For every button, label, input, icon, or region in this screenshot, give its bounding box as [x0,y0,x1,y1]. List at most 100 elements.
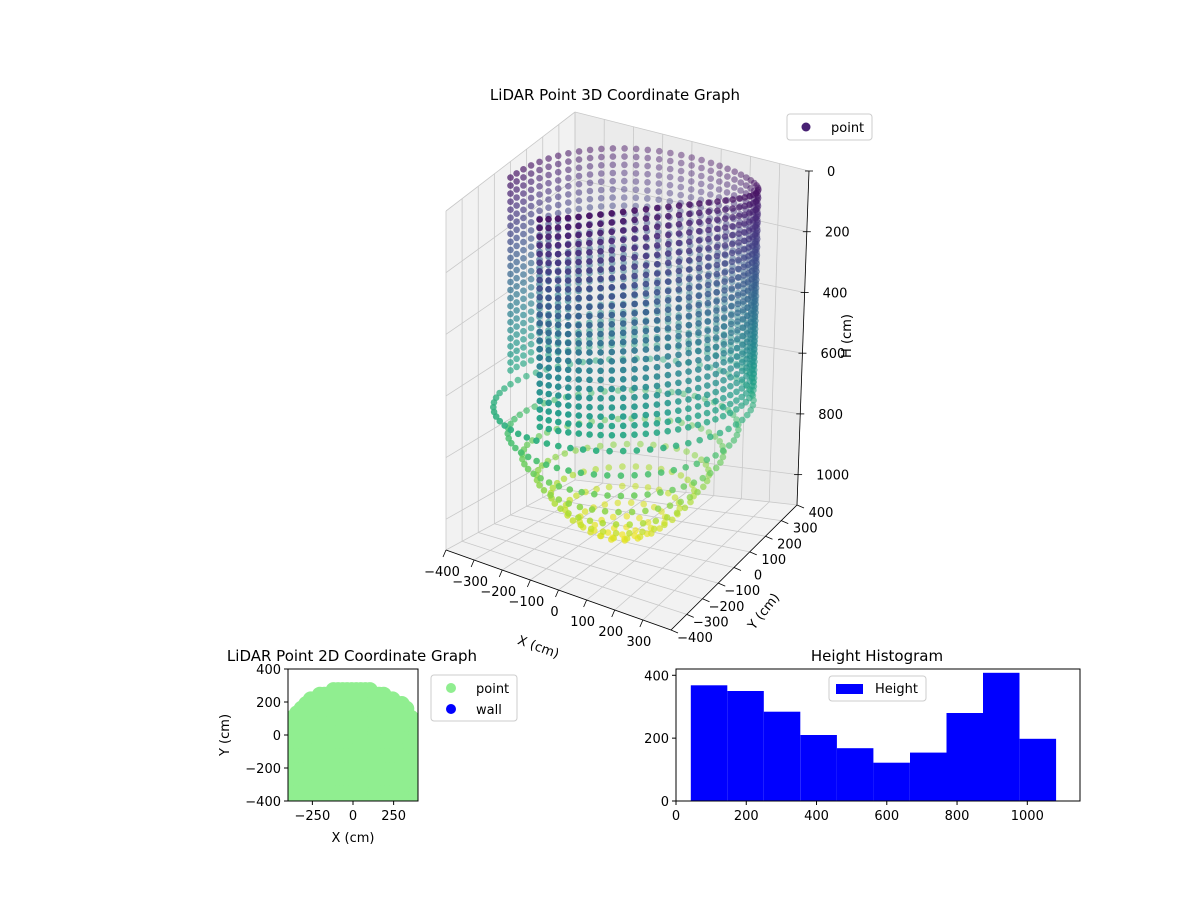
data-point [696,200,703,207]
legend-label-point-3d: point [831,121,864,136]
data-point [586,367,593,375]
z-axis-label-3d: H (cm) [840,314,855,358]
data-point [501,422,509,429]
data-point [687,186,695,193]
data-point [601,501,609,508]
data-point [520,182,527,189]
data-point [575,349,582,356]
data-point [728,303,735,310]
data-point [614,499,622,507]
data-point [565,510,572,517]
data-point [597,238,604,246]
data-point [631,394,638,401]
data-point [700,483,707,491]
data-point [644,162,651,170]
data-point [536,363,543,370]
data-point [685,359,692,366]
data-point [642,327,650,335]
data-point [664,297,672,304]
data-point [707,183,714,190]
data-point [545,224,552,232]
data-point [608,247,615,254]
data-point [545,425,553,433]
data-point [576,503,584,511]
data-point [664,409,672,416]
data-point [738,393,745,401]
data-point [520,287,527,295]
data-point [729,205,736,212]
data-point [575,205,583,213]
data-point [675,323,682,331]
data-point [678,151,685,159]
data-point [536,268,543,275]
data-point [713,261,721,269]
data-point [619,320,627,327]
data-point [703,409,711,417]
data-point [609,202,616,210]
data-point [655,196,662,203]
data-point [725,425,732,433]
data-point [610,534,617,542]
y-tick-label: −100 [724,584,760,599]
data-point [673,509,681,517]
data-point [523,372,530,380]
y-tick-mark [733,567,742,571]
y-tick-mark [718,582,726,587]
data-point [742,381,750,389]
data-point [507,310,514,318]
data-point [575,322,582,329]
points-2d [288,682,418,801]
data-point [520,336,527,343]
data-point [597,321,604,329]
data-point [536,183,543,190]
data-point [716,429,724,437]
data-point [545,242,552,249]
data-point [731,176,738,183]
data-point [545,196,552,203]
data-point [554,259,562,267]
x-axis-label-3d: X (cm) [515,633,561,662]
data-point [527,202,535,210]
data-point [675,304,682,312]
data-point [536,207,543,215]
z-tick-label: 1000 [816,469,849,484]
data-point [631,403,638,411]
data-point [614,387,622,394]
data-point [586,187,594,195]
data-point [704,382,711,389]
data-point [742,398,750,406]
data-point [653,260,661,268]
data-point [632,186,640,193]
data-point [696,209,703,217]
data-point [636,514,643,522]
data-point [683,448,690,455]
data-point [631,422,638,429]
data-point [736,195,743,202]
data-point [712,388,719,396]
data-point [513,299,520,306]
x-tick-mark [639,619,644,628]
data-point [654,223,661,230]
data-point [604,492,611,499]
data-point [586,204,594,211]
data-point [565,150,572,157]
data-point [520,238,527,246]
x-tick-label: 600 [874,809,899,824]
data-point [734,291,742,299]
data-point [533,457,540,465]
data-point [543,440,551,447]
data-point [734,283,742,290]
data-point [677,159,685,167]
data-point [694,412,702,420]
data-point [527,308,535,316]
data-point [699,474,707,482]
data-point [619,348,627,355]
data-point [644,146,652,154]
data-point [739,333,746,340]
data-point [670,466,678,474]
data-point [597,294,604,301]
data-point [653,242,661,249]
data-point [565,411,572,418]
x-tick-label: −400 [424,565,460,580]
data-point [520,352,527,359]
